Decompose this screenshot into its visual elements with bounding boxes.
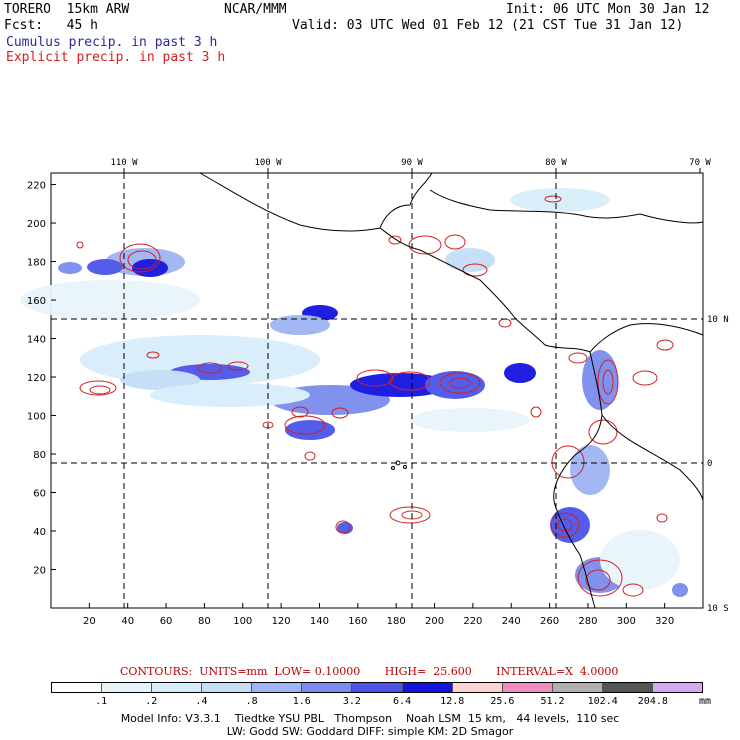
color-scale-label: 3.2 <box>342 696 361 707</box>
y-tick-label: 60 <box>33 489 46 500</box>
color-swatch <box>652 683 703 692</box>
model-info-line1: Model Info: V3.3.1 Tiedtke YSU PBL Thomp… <box>120 712 620 725</box>
organization-label: NCAR/MMM <box>224 2 287 17</box>
cumulus-legend: Cumulus precip. in past 3 h <box>6 35 218 50</box>
color-swatch <box>402 683 453 692</box>
color-scale-label: .1 <box>95 696 108 707</box>
x-tick-label: 220 <box>463 616 482 627</box>
x-tick-label: 200 <box>425 616 444 627</box>
lon-label-90w: 90 W <box>401 158 423 168</box>
y-tick-label: 140 <box>27 335 46 346</box>
forecast-hour: Fcst: 45 h <box>4 18 98 33</box>
color-swatch <box>152 683 203 692</box>
y-tick-label: 180 <box>27 258 46 269</box>
color-scale-label: 51.2 <box>540 696 565 707</box>
lon-label-70w: 70 W <box>689 158 711 168</box>
color-swatch <box>552 683 603 692</box>
valid-time: Valid: 03 UTC Wed 01 Feb 12 (21 CST Tue … <box>292 18 684 33</box>
x-tick-label: 280 <box>578 616 597 627</box>
lat-label-10s: 10 S <box>707 604 729 614</box>
y-tick-label: 100 <box>27 412 46 423</box>
x-tick-label: 40 <box>121 616 134 627</box>
color-scale-label: 204.8 <box>637 696 668 707</box>
y-tick-label: 80 <box>33 450 46 461</box>
init-time: Init: 06 UTC Mon 30 Jan 12 <box>506 2 710 17</box>
x-tick-label: 300 <box>617 616 636 627</box>
x-tick-label: 160 <box>348 616 367 627</box>
contour-info: CONTOURS: UNITS=mm LOW= 0.10000 HIGH= 25… <box>120 665 619 678</box>
color-scale-label: 25.6 <box>490 696 515 707</box>
color-swatch <box>352 683 403 692</box>
color-scale-label: .4 <box>195 696 208 707</box>
color-swatch <box>252 683 303 692</box>
x-tick-label: 140 <box>310 616 329 627</box>
color-scale-label: 1.6 <box>292 696 311 707</box>
lat-label-10n: 10 N <box>707 315 729 325</box>
color-scale-label: 12.8 <box>440 696 465 707</box>
model-info-line2: LW: Godd SW: Goddard DIFF: simple KM: 2D… <box>226 725 514 738</box>
y-tick-label: 20 <box>33 566 46 577</box>
y-tick-label: 200 <box>27 219 46 230</box>
color-swatch <box>602 683 653 692</box>
model-title: TORERO 15km ARW <box>4 2 130 17</box>
explicit-legend: Explicit precip. in past 3 h <box>6 50 226 65</box>
y-tick-label: 220 <box>27 181 46 192</box>
x-tick-label: 100 <box>233 616 252 627</box>
y-axis: 20 40 60 80 100 120 140 160 180 200 220 <box>27 181 56 577</box>
x-axis: 20 40 60 80 100 120 140 160 180 200 220 240 260 280 30… <box>83 603 674 627</box>
x-tick-label: 260 <box>540 616 559 627</box>
x-tick-label: 20 <box>83 616 96 627</box>
color-swatch <box>302 683 353 692</box>
color-swatch <box>102 683 153 692</box>
color-swatch <box>452 683 503 692</box>
top-ticks <box>123 168 701 173</box>
color-scale-label: 102.4 <box>587 696 618 707</box>
color-scale-bar <box>51 682 703 693</box>
x-tick-label: 60 <box>160 616 173 627</box>
color-scale-label: 6.4 <box>393 696 412 707</box>
color-scale-label: .8 <box>245 696 258 707</box>
y-tick-label: 40 <box>33 527 46 538</box>
lon-label-110w: 110 W <box>110 158 138 168</box>
coastlines <box>199 172 704 609</box>
lon-label-80w: 80 W <box>545 158 567 168</box>
x-tick-label: 320 <box>655 616 674 627</box>
color-swatch <box>202 683 253 692</box>
graticule <box>51 173 703 608</box>
x-tick-label: 120 <box>272 616 291 627</box>
color-scale-label: .2 <box>145 696 158 707</box>
color-swatch <box>502 683 553 692</box>
lon-label-100w: 100 W <box>254 158 282 168</box>
lat-label-0: 0 <box>707 459 712 469</box>
explicit-precip-contours <box>76 195 674 597</box>
y-tick-label: 160 <box>27 296 46 307</box>
x-tick-label: 180 <box>387 616 406 627</box>
y-tick-label: 120 <box>27 373 46 384</box>
color-scale-unit: mm <box>699 696 712 707</box>
color-swatch <box>52 683 103 692</box>
x-tick-label: 240 <box>502 616 521 627</box>
x-tick-label: 80 <box>198 616 211 627</box>
